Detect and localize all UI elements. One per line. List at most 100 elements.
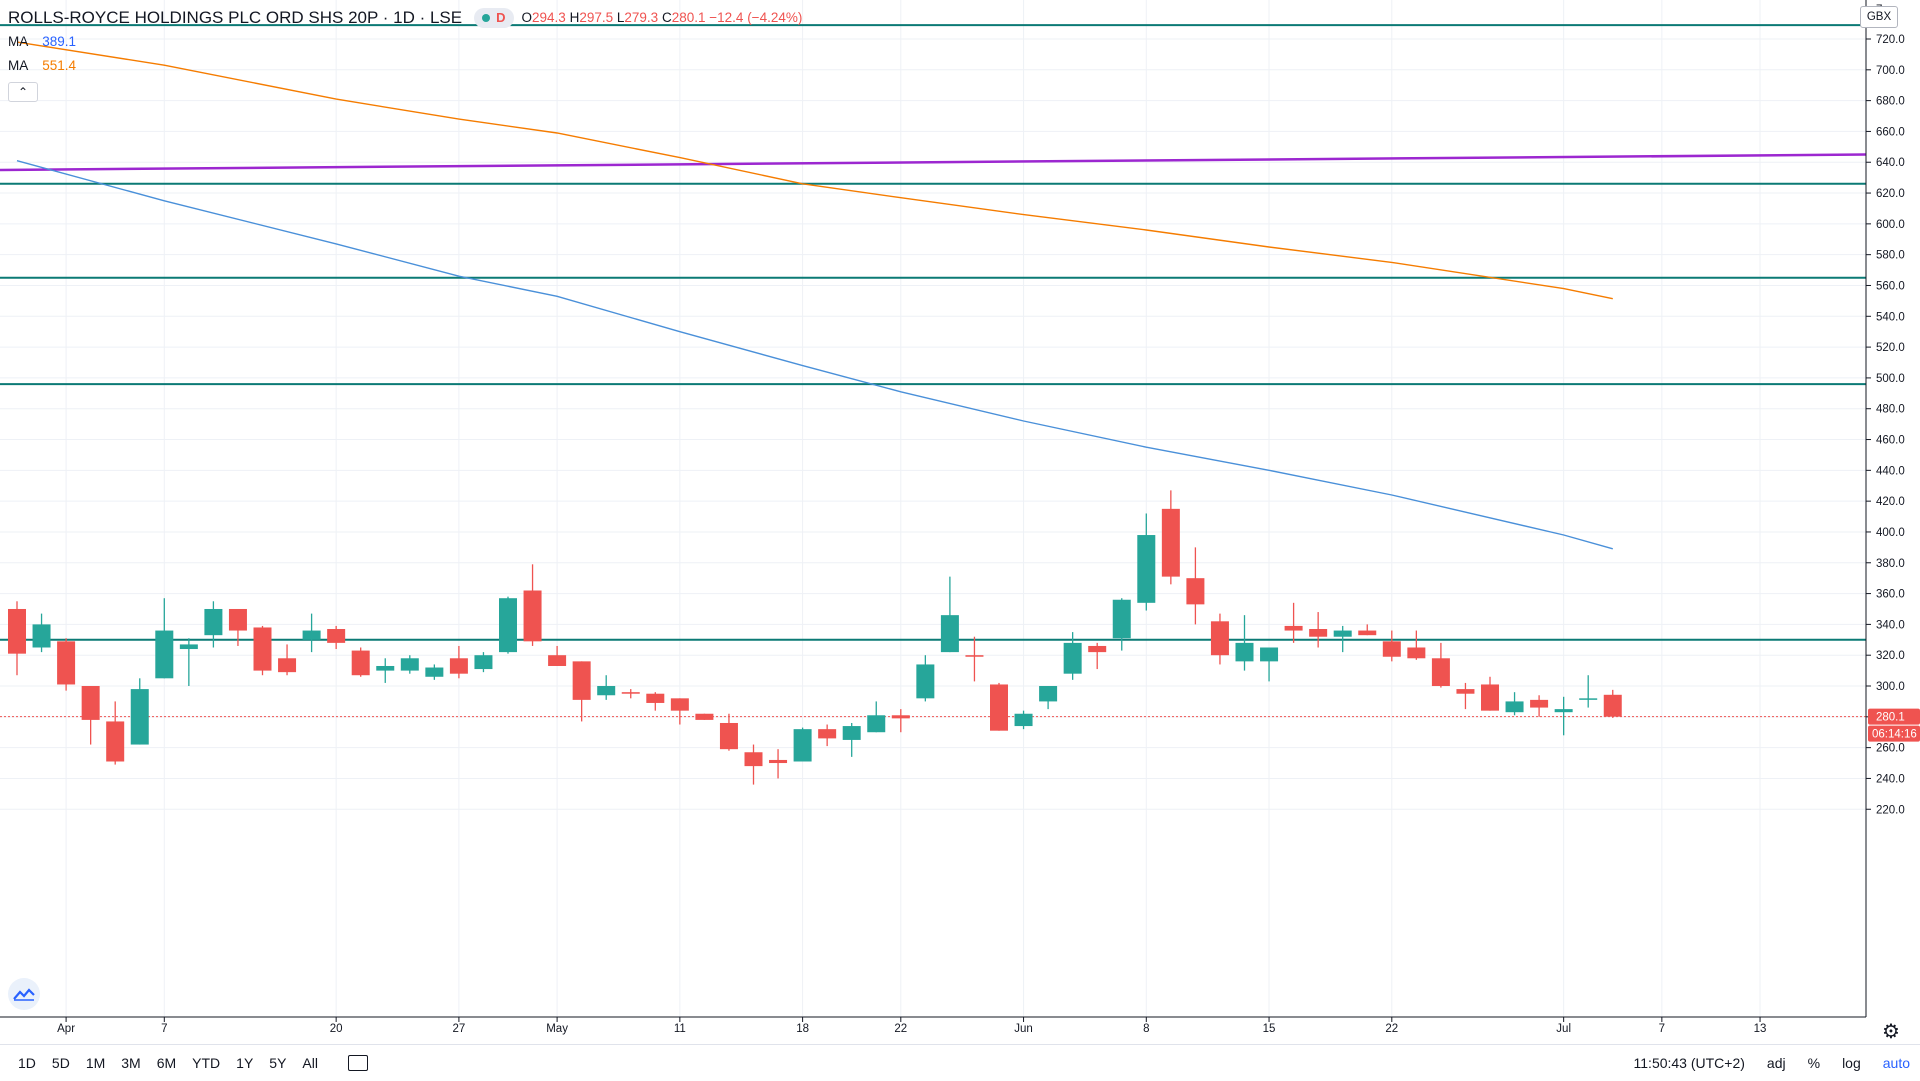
y-tick-label: 620.0 (1876, 188, 1905, 200)
candle (1210, 613, 1229, 665)
y-tick-label: 640.0 (1876, 157, 1905, 169)
candle-body (1382, 641, 1401, 657)
ma-slow-legend[interactable]: MA 551.4 (8, 54, 802, 78)
high-value: 297.5 (579, 10, 614, 25)
go-to-date-icon[interactable] (347, 1055, 368, 1071)
adj-toggle[interactable]: adj (1766, 1055, 1786, 1071)
period-all-button[interactable]: All (302, 1055, 318, 1071)
candle (302, 613, 321, 653)
candle-body (499, 598, 517, 653)
candle-body (253, 627, 272, 671)
candle (1309, 612, 1328, 648)
candle (130, 678, 149, 745)
candle (1530, 695, 1549, 717)
collapse-legend-button[interactable]: ⌃ (8, 82, 38, 102)
candle (327, 625, 346, 650)
candle-body (793, 729, 812, 762)
period-1m-button[interactable]: 1M (85, 1055, 106, 1071)
period-1d-button[interactable]: 1D (18, 1055, 36, 1071)
candle (990, 682, 1008, 731)
settings-gear-icon[interactable]: ⚙ (1882, 1020, 1900, 1043)
candle-body (670, 698, 689, 711)
candle (1554, 696, 1573, 736)
candle (1579, 675, 1598, 708)
y-tick-label: 560.0 (1876, 280, 1905, 292)
y-tick-label: 600.0 (1876, 219, 1905, 231)
log-toggle[interactable]: log (1842, 1055, 1861, 1071)
candle (940, 576, 959, 653)
candle-body (916, 664, 935, 699)
ma-fast-legend[interactable]: MA 389.1 (8, 30, 802, 54)
candle-body (32, 624, 51, 648)
last-price-tag-label: 280.1 (1876, 712, 1905, 724)
candle-body (1235, 642, 1254, 662)
tradingview-logo[interactable] (8, 978, 40, 1010)
period-3m-button[interactable]: 3M (121, 1055, 141, 1071)
candle-body (769, 759, 788, 764)
candle-body (1431, 658, 1450, 687)
candle (400, 655, 419, 674)
clock-timezone[interactable]: 11:50:43 (UTC+2) (1633, 1055, 1745, 1071)
period-ytd-button[interactable]: YTD (192, 1055, 221, 1071)
candle-body (695, 713, 714, 720)
period-5y-button[interactable]: 5Y (269, 1055, 287, 1071)
x-tick-label: 15 (1263, 1023, 1276, 1035)
candle (1603, 689, 1622, 718)
x-tick-label: 7 (161, 1023, 167, 1035)
candle (646, 692, 665, 711)
candle (253, 625, 272, 676)
close-label: C (661, 10, 672, 25)
candle-body (57, 641, 76, 685)
period-1y-button[interactable]: 1Y (236, 1055, 254, 1071)
candle (1186, 547, 1205, 625)
candle-body (621, 692, 640, 694)
axes: 220.0240.0260.0280.0300.0320.0340.0360.0… (0, 0, 1920, 1035)
candle (204, 601, 223, 648)
candle-body (1186, 578, 1205, 605)
auto-toggle[interactable]: auto (1882, 1055, 1910, 1071)
candle (474, 652, 493, 673)
candle-body (1481, 684, 1499, 711)
currency-badge[interactable]: GBX (1860, 6, 1898, 28)
y-tick-label: 440.0 (1876, 465, 1905, 477)
candle-body (891, 715, 910, 719)
ma-slow-line (16, 41, 1613, 300)
candle-body (376, 665, 395, 671)
candle (1088, 642, 1107, 670)
candle-body (646, 693, 665, 703)
y-tick-label: 480.0 (1876, 404, 1905, 416)
symbol-title[interactable]: ROLLS-ROYCE HOLDINGS PLC ORD SHS 20P · 1… (8, 8, 463, 27)
y-tick-label: 540.0 (1876, 311, 1905, 323)
candle-body (1284, 625, 1303, 631)
y-tick-label: 580.0 (1876, 250, 1905, 262)
candle-body (1088, 645, 1107, 653)
candle-body (1456, 689, 1475, 694)
candle-body (1505, 701, 1524, 713)
candle-body (351, 650, 370, 676)
candle-body (1161, 508, 1180, 577)
candle-body (867, 715, 886, 733)
percent-toggle[interactable]: % (1807, 1055, 1821, 1071)
candle-body (1309, 629, 1328, 637)
candle (57, 638, 76, 691)
candle (597, 675, 616, 700)
x-tick-label: Jul (1556, 1023, 1571, 1035)
period-6m-button[interactable]: 6M (156, 1055, 177, 1071)
interval-badge[interactable]: D (474, 8, 514, 28)
candle (891, 709, 910, 733)
candle (1481, 676, 1499, 711)
candles (8, 490, 1622, 785)
y-tick-label: 300.0 (1876, 681, 1905, 693)
candle (793, 727, 812, 762)
x-tick-label: Jun (1014, 1023, 1033, 1035)
candle (695, 713, 714, 720)
y-tick-label: 360.0 (1876, 589, 1905, 601)
period-5d-button[interactable]: 5D (51, 1055, 70, 1071)
candle-body (327, 629, 346, 643)
y-tick-label: 240.0 (1876, 773, 1905, 785)
candle (769, 749, 788, 779)
candle-body (1260, 647, 1279, 662)
candle-body (1039, 686, 1058, 702)
candle-body (1579, 698, 1598, 700)
